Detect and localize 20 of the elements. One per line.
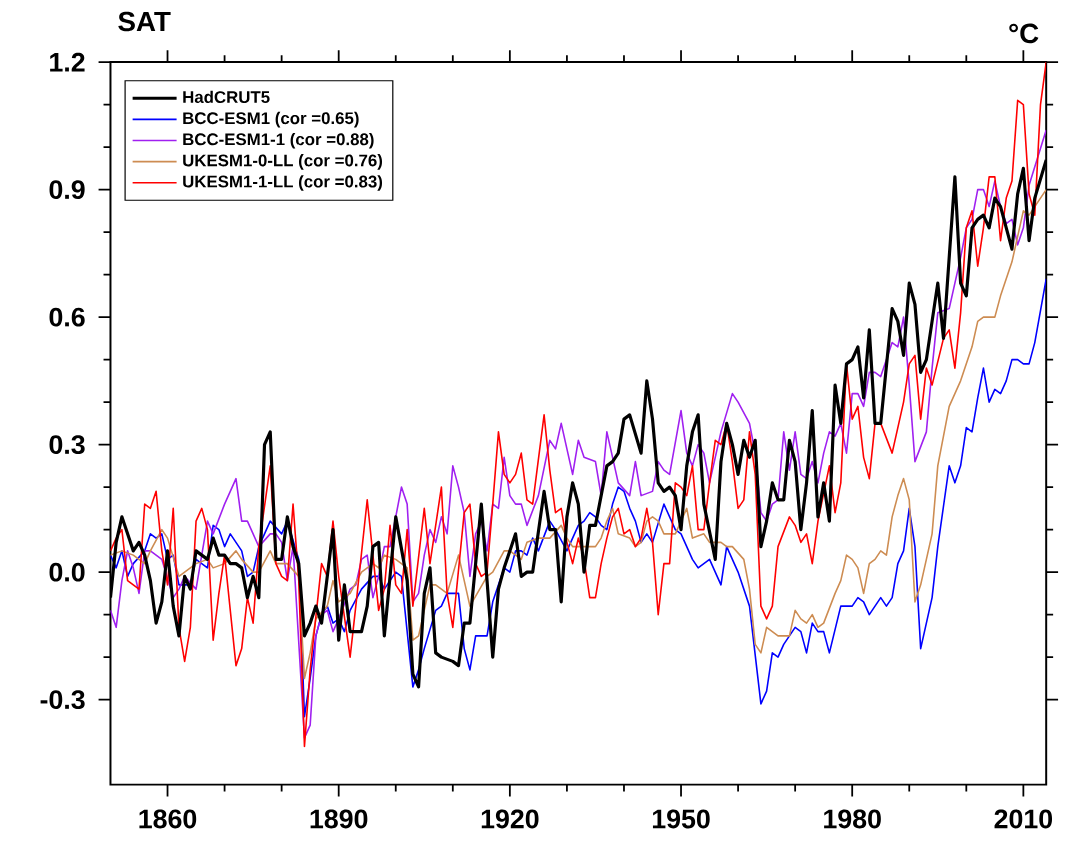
y-tick-label: 1.2 xyxy=(50,52,85,72)
legend-label: BCC-ESM1-1 (cor =0.88) xyxy=(183,132,374,149)
x-tick-label: 1890 xyxy=(310,809,368,829)
legend-label: UKESM1-0-LL (cor =0.76) xyxy=(183,154,383,170)
x-tick-label: 1950 xyxy=(652,809,710,829)
legend-label: BCC-ESM1 (cor =0.65) xyxy=(183,111,359,128)
x-tick-label: 1920 xyxy=(481,809,539,829)
y-tick-label: 0.0 xyxy=(49,562,85,582)
line-series xyxy=(110,278,1047,718)
x-tick-label: 2010 xyxy=(994,809,1053,829)
legend-label: HadCRUT5 xyxy=(183,90,270,104)
x-tick-label: 1980 xyxy=(824,809,881,829)
x-tick-label: 1860 xyxy=(139,809,197,829)
y-tick-label: 0.6 xyxy=(49,307,85,327)
y-tick-label: 0.3 xyxy=(49,435,85,455)
chart-title: SAT xyxy=(118,11,171,32)
y-tick-label: 0.9 xyxy=(49,180,85,200)
y-tick-label: -0.3 xyxy=(40,690,85,710)
text: °C xyxy=(1009,23,1039,44)
legend-label: UKESM1-1-LL (cor =0.83) xyxy=(183,175,383,191)
